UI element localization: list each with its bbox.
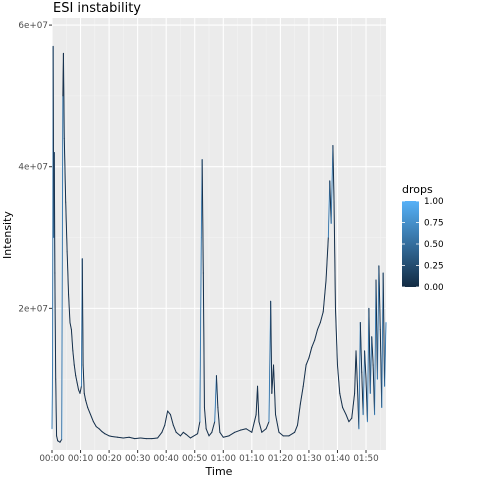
x-axis-ticks: 00:00 00:10 00:20 00:30 00:40 00:50 01:00 01:10… <box>39 450 379 464</box>
chart-title: ESI instability <box>53 1 141 16</box>
y-tick-label: 6e+07 <box>18 21 48 31</box>
x-tick-label: 01:00 <box>211 454 237 464</box>
y-tick-label: 4e+07 <box>18 163 48 173</box>
x-tick-label: 01:30 <box>296 454 322 464</box>
x-tick-label: 01:10 <box>239 454 265 464</box>
y-tick-label: 2e+07 <box>18 304 48 314</box>
legend-label: 1.00 <box>424 197 444 207</box>
x-tick-label: 00:50 <box>182 454 208 464</box>
x-tick-label: 00:20 <box>96 454 122 464</box>
series-line <box>51 46 387 443</box>
legend-label: 0.25 <box>424 262 444 272</box>
x-tick-label: 00:10 <box>68 454 94 464</box>
x-tick-label: 00:00 <box>39 454 65 464</box>
plot-panel <box>51 18 387 450</box>
x-tick-label: 01:20 <box>268 454 294 464</box>
x-tick-label: 01:40 <box>325 454 351 464</box>
x-tick-label: 01:50 <box>353 454 379 464</box>
x-tick-label: 00:30 <box>125 454 151 464</box>
y-axis-title: Intensity <box>1 211 14 259</box>
panel-background <box>52 18 386 450</box>
legend: drops 1.00 0.75 0.50 0.25 0.00 <box>402 183 444 293</box>
x-tick-label: 00:40 <box>154 454 180 464</box>
legend-label: 0.50 <box>424 240 444 250</box>
y-axis-ticks: 2e+07 4e+07 6e+07 <box>18 21 52 314</box>
x-axis-title: Time <box>205 465 233 478</box>
legend-labels: 1.00 0.75 0.50 0.25 0.00 <box>402 197 444 293</box>
legend-colorbar <box>402 201 419 287</box>
legend-title: drops <box>402 183 433 196</box>
legend-label: 0.00 <box>424 283 444 293</box>
legend-label: 0.75 <box>424 219 444 229</box>
